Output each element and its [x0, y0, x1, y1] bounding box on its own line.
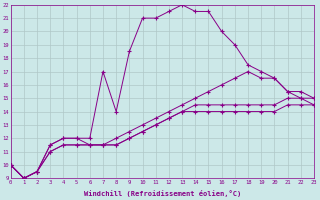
X-axis label: Windchill (Refroidissement éolien,°C): Windchill (Refroidissement éolien,°C) [84, 190, 241, 197]
